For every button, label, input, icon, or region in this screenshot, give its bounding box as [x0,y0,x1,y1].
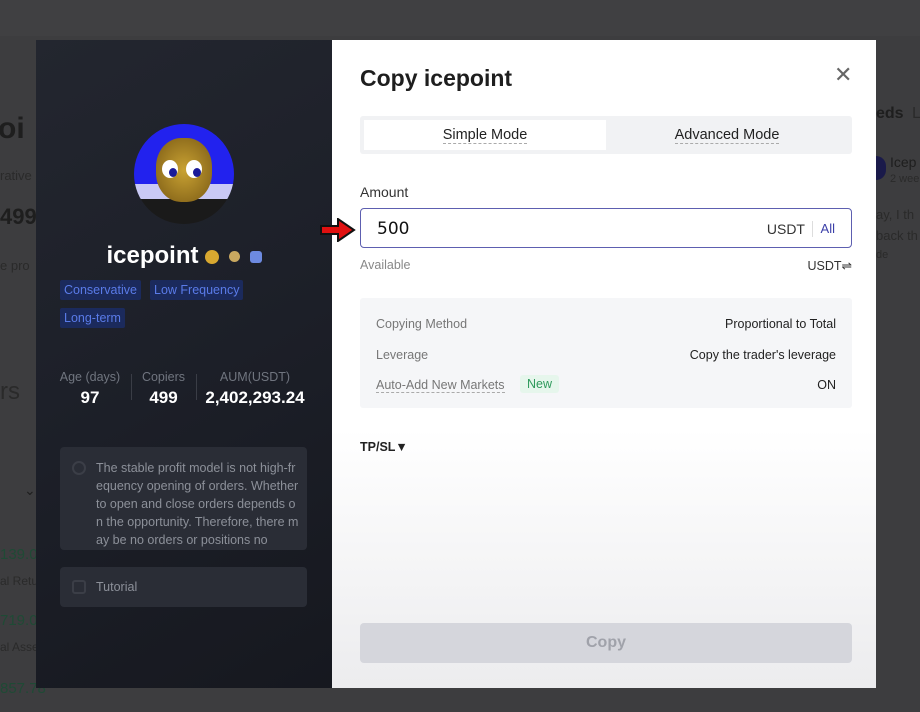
bg-text: 719.0 [0,612,38,629]
amount-unit: USDT [766,221,805,237]
bg-text: ay, I th [876,207,915,222]
tab-simple-mode[interactable]: Simple Mode [364,120,606,150]
tag-low-frequency: Low Frequency [150,280,244,300]
bg-text: L [912,105,920,122]
medal-icon [204,249,219,264]
coin-badge-icon [228,251,240,263]
bg-text: eds [876,105,904,122]
mode-tabs: Simple Mode Advanced Mode [360,116,852,154]
bg-text: Icep [890,154,917,170]
new-badge: New [520,375,560,393]
trader-name-row: icepoint [36,242,332,270]
bg-text: back th [876,228,918,243]
bg-text: 499 [0,204,37,229]
tab-advanced-mode[interactable]: Advanced Mode [674,127,780,144]
stat-age: Age (days) 97 [59,370,121,407]
bg-text: 857.78 [0,680,46,697]
trader-name: icepoint [106,242,199,269]
amount-label: Amount [360,184,409,200]
bg-text: al Retu [0,574,39,588]
top-bar [0,0,920,36]
modal-title: Copy icepoint [360,65,513,91]
stat-copiers: Copiers 499 [141,370,186,407]
tutorial-icon [72,580,86,594]
shield-badge-icon [249,250,262,263]
bg-chevron-icon: ⌄ [24,482,36,498]
bg-text: rative [0,168,32,183]
available-unit-toggle[interactable]: USDT⇌ [807,259,852,273]
setting-leverage: Leverage Copy the trader's leverage [376,348,836,362]
bg-text: oi [0,112,25,145]
bg-text: 139.0 [0,546,38,563]
bg-avatar [876,156,886,180]
amount-input[interactable]: 500 USDT All [360,208,852,248]
tag-long-term: Long-term [60,308,125,328]
tutorial-link[interactable]: Tutorial [60,567,307,607]
copy-modal: Copy icepoint ✕ Simple Mode Advanced Mod… [332,40,876,688]
bg-text: 2 wee [890,173,920,185]
all-button[interactable]: All [820,221,835,236]
trader-avatar [134,124,234,224]
amount-value: 500 [377,219,410,239]
stat-aum: AUM(USDT) 2,402,293.24 [205,370,305,407]
bg-text: e pro [0,258,30,273]
trader-description: The stable profit model is not high-freq… [60,447,307,550]
available-label: Available [360,258,411,272]
tpsl-toggle[interactable]: TP/SL▼ [360,440,408,454]
bg-text: de [876,249,889,261]
setting-auto-add-markets: Auto-Add New Markets New ON [376,375,836,393]
trader-profile-panel: icepoint Conservative Low Frequency Long… [36,40,332,688]
red-arrow-annotation-icon [320,218,356,242]
quote-icon [72,461,86,475]
bg-text: al Asse [0,640,39,654]
setting-copying-method: Copying Method Proportional to Total [376,317,836,331]
copy-settings-panel: Copying Method Proportional to Total Leve… [360,298,852,408]
close-icon[interactable]: ✕ [834,62,853,87]
bg-text: rs [0,378,20,405]
copy-button[interactable]: Copy [360,623,852,663]
tag-conservative: Conservative [60,280,141,300]
